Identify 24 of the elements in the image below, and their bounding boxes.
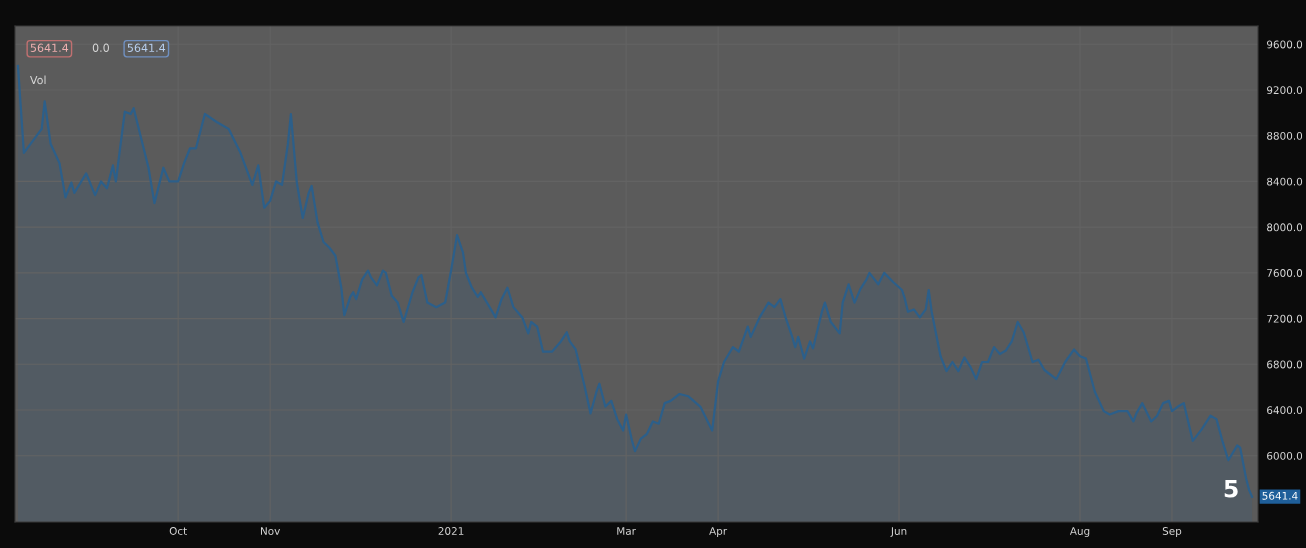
y-tick-label: 6000.0	[1267, 451, 1303, 460]
x-tick-label: 2021	[438, 527, 464, 535]
annotation: 5641.4	[127, 43, 166, 52]
x-tick-label: Apr	[709, 527, 728, 537]
y-tick-label: 7600.0	[1267, 269, 1303, 277]
annotation: 5641.4	[30, 43, 69, 52]
y-tick-label: 9600.0	[1266, 40, 1303, 49]
x-tick-label: Nov	[260, 527, 280, 535]
y-tick-label: 6400.0	[1267, 406, 1303, 415]
y-tick-label: 8000.0	[1267, 223, 1303, 232]
x-tick-label: Sep	[1162, 527, 1182, 537]
x-tick-label: Aug	[1069, 527, 1090, 537]
y-tick-label: 8800.0	[1267, 131, 1303, 140]
annotation: 0.0	[92, 43, 109, 52]
y-tick-label: 9200.0	[1266, 86, 1303, 95]
annotation: 5	[1224, 480, 1238, 498]
x-tick-label: Mar	[617, 527, 636, 535]
x-tick-label: Oct	[169, 527, 187, 535]
x-tick-label: Jun	[890, 527, 907, 537]
y-tick-label: 6800.0	[1267, 360, 1303, 369]
y-tick-label: 7200.0	[1267, 314, 1303, 323]
annotation: Vol	[30, 75, 46, 85]
y-tick-label: 8400.0	[1267, 177, 1303, 186]
annotation: 5641.4	[1262, 491, 1298, 500]
